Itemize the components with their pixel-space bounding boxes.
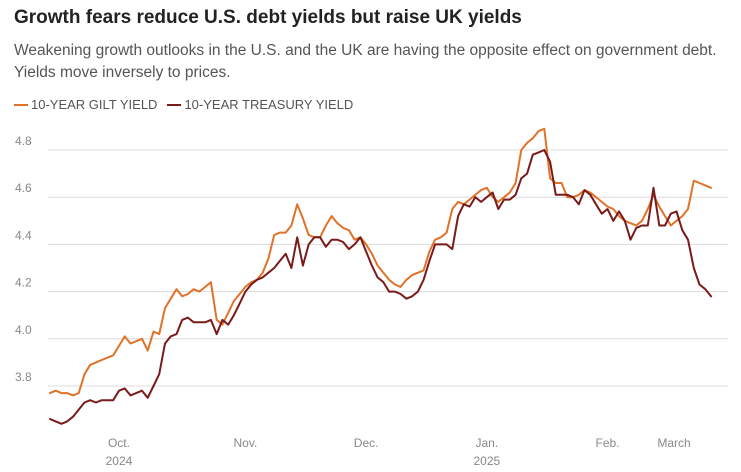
legend-swatch-treasury — [167, 103, 182, 106]
y-tick-label: 4.6 — [15, 181, 32, 195]
x-tick-label: Nov. — [234, 436, 258, 450]
y-tick-label: 4.2 — [15, 276, 32, 290]
gilt-yield-line — [49, 127, 712, 397]
legend-label-treasury: 10-YEAR TREASURY YIELD — [184, 97, 354, 112]
x-tick-label: Feb. — [596, 436, 620, 450]
x-tick-label: Dec. — [354, 436, 379, 450]
y-tick-label: 4.4 — [15, 228, 32, 242]
chart-subtitle: Weakening growth outlooks in the U.S. an… — [14, 42, 717, 81]
x-tick-year-label: 2024 — [106, 454, 133, 468]
legend-item-gilt: 10-YEAR GILT YIELD — [14, 97, 157, 112]
legend: 10-YEAR GILT YIELD 10-YEAR TREASURY YIEL… — [14, 97, 363, 112]
y-tick-label: 4.8 — [15, 134, 32, 148]
x-tick-label: Oct. — [108, 436, 130, 450]
treasury-yield-line — [49, 149, 712, 425]
legend-item-treasury: 10-YEAR TREASURY YIELD — [167, 97, 353, 112]
x-tick-label: Jan. — [475, 436, 498, 450]
legend-swatch-gilt — [14, 103, 28, 106]
x-tick-year-label: 2025 — [473, 454, 500, 468]
legend-label-gilt: 10-YEAR GILT YIELD — [31, 97, 158, 112]
chart-title: Growth fears reduce U.S. debt yields but… — [14, 7, 522, 28]
y-tick-label: 3.8 — [15, 370, 32, 384]
y-tick-label: 4.0 — [15, 323, 32, 337]
x-tick-label: March — [657, 436, 690, 450]
